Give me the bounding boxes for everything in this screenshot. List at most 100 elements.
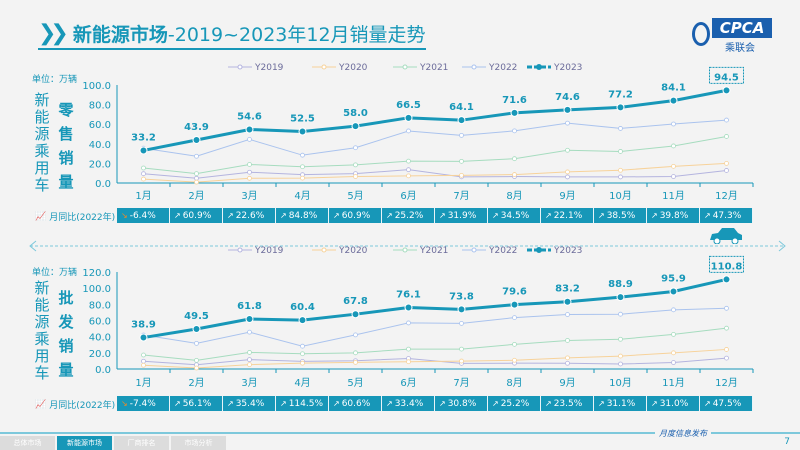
data-point-Y2022	[724, 305, 729, 311]
data-point-Y2023	[351, 310, 360, 319]
data-point-Y2022	[565, 312, 570, 317]
yoy-value: 25.2%	[500, 399, 530, 409]
yoy-value: 33.4%	[394, 399, 424, 409]
trend-up-icon: ↗	[492, 211, 499, 220]
unit-label: 单位：万辆	[32, 268, 78, 278]
data-point-Y2019	[724, 168, 729, 173]
legend-label-Y2023: Y2023	[553, 246, 582, 256]
data-point-Y2021	[141, 165, 146, 171]
trend-up-icon: ↗	[174, 211, 181, 220]
footer-tab[interactable]: 新能源市场	[57, 436, 112, 450]
footer-tab[interactable]: 市场分析	[171, 436, 226, 450]
data-point-Y2021	[724, 325, 729, 331]
y-tick-label: 100.0	[82, 284, 111, 295]
data-point-Y2023	[722, 275, 731, 284]
highlight-box	[709, 66, 744, 84]
yoy-cell: ↗ 84.8%	[276, 208, 329, 223]
legend-label-Y2023: Y2023	[553, 63, 582, 73]
yoy-value: 47.3%	[712, 211, 742, 221]
data-label: 76.1	[396, 289, 421, 300]
trend-up-icon: ↗	[439, 211, 446, 220]
data-point-Y2023	[351, 122, 360, 131]
data-label: 94.5	[714, 72, 739, 83]
yoy-cell: ↗ 60.6%	[329, 396, 382, 411]
page-number: 7	[784, 437, 790, 447]
data-point-Y2019	[247, 357, 252, 363]
x-tick-label: 12月	[715, 377, 738, 389]
series-line-Y2020	[143, 348, 727, 369]
data-point-Y2021	[459, 158, 464, 164]
trend-icon: 📈	[35, 399, 47, 410]
trend-up-icon: ↗	[386, 399, 393, 408]
trend-up-icon: ↗	[227, 399, 234, 408]
data-point-Y2020	[353, 174, 358, 179]
x-tick-label: 7月	[453, 377, 469, 389]
footer-tab[interactable]: 厂商排名	[114, 436, 169, 450]
yoy-cell: ↗ 31.0%	[647, 396, 700, 411]
data-point-Y2022	[512, 128, 517, 134]
legend-label-Y2021: Y2021	[419, 63, 448, 73]
footer-tabs: 总体市场 新能源市场 厂商排名 市场分析	[0, 436, 228, 450]
data-label: 64.1	[449, 102, 474, 113]
x-tick-label: 4月	[294, 190, 310, 202]
data-label: 49.5	[184, 311, 209, 322]
data-label: 38.9	[131, 320, 156, 331]
yoy-value: 31.9%	[447, 211, 477, 221]
trend-icon: 📈	[35, 211, 47, 222]
yoy-value: 60.9%	[182, 211, 212, 221]
data-point-Y2020	[300, 360, 305, 366]
data-label: 77.2	[608, 89, 633, 100]
data-point-Y2023	[192, 324, 201, 333]
data-point-Y2019	[618, 174, 623, 180]
data-label: 52.5	[290, 114, 315, 125]
y-tick-label: 0.0	[95, 365, 111, 376]
data-point-Y2021	[353, 350, 358, 356]
data-point-Y2021	[194, 357, 199, 363]
data-point-Y2023	[510, 108, 519, 117]
x-tick-label: 11月	[662, 190, 685, 202]
data-point-Y2020	[671, 163, 676, 169]
data-point-Y2022	[353, 145, 358, 151]
data-label: 60.4	[290, 302, 315, 313]
data-point-Y2021	[565, 338, 570, 343]
data-point-Y2021	[565, 147, 570, 153]
data-point-Y2020	[724, 347, 729, 352]
yoy-label-text: 月同比(2022年)	[49, 401, 116, 411]
data-point-Y2023	[563, 105, 572, 114]
yoy-cell: ↗ 47.5%	[700, 396, 753, 411]
data-point-Y2023	[616, 103, 625, 112]
data-point-Y2022	[724, 117, 729, 123]
yoy-cell: ↗ 60.9%	[170, 208, 223, 223]
yoy-cell: ↘ -7.4%	[117, 396, 170, 411]
data-point-Y2020	[141, 176, 146, 182]
data-label: 43.9	[184, 122, 209, 133]
yoy-value: 31.1%	[606, 399, 636, 409]
data-point-Y2022	[247, 329, 252, 335]
legend-marker-Y2022	[471, 247, 477, 253]
footer-tab[interactable]: 总体市场	[0, 436, 55, 450]
data-point-Y2022	[671, 307, 676, 313]
data-point-Y2023	[669, 96, 678, 105]
data-point-Y2019	[141, 171, 146, 177]
data-point-Y2020	[565, 355, 570, 361]
yoy-value: 47.5%	[712, 399, 742, 409]
x-tick-label: 6月	[400, 377, 416, 389]
data-point-Y2022	[671, 121, 676, 127]
yoy-cell: ↗ 22.1%	[541, 208, 594, 223]
yoy-value: 39.8%	[659, 211, 689, 221]
legend-marker-Y2021	[402, 64, 408, 70]
data-label: 54.6	[237, 111, 262, 122]
yoy-value: 84.8%	[288, 211, 318, 221]
data-point-Y2020	[406, 173, 411, 179]
y-tick-label: 60.0	[89, 317, 111, 328]
data-point-Y2022	[459, 132, 464, 138]
data-point-Y2019	[565, 174, 570, 180]
trend-up-icon: ↗	[704, 211, 711, 220]
data-point-Y2022	[353, 332, 358, 338]
footer-divider	[0, 432, 800, 434]
yoy-cell: ↗ 35.4%	[223, 396, 276, 411]
logo-sub: 乘联会	[725, 43, 755, 54]
data-point-Y2023	[404, 303, 413, 312]
data-point-Y2023	[563, 297, 572, 306]
